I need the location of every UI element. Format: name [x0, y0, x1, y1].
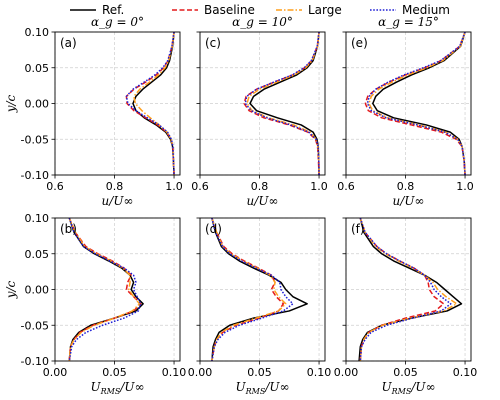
x-axis-label: u/U∞ — [393, 194, 425, 208]
x-tick-label: 0.8 — [397, 180, 415, 193]
x-tick-label: 1.0 — [165, 180, 183, 193]
panel-e: 0.6 0.8 1.0 (e) u/U∞ — [337, 31, 474, 208]
legend-label-1: Baseline — [204, 3, 255, 17]
y-tick-label: 0.10 — [25, 212, 50, 225]
panel-c: 0.6 0.8 1.0 (c) u/U∞ — [191, 31, 328, 208]
panel-label: (b) — [60, 222, 77, 236]
column-title-1: α_g = 10° — [232, 15, 293, 29]
column-title-0: α_g = 0° — [91, 15, 144, 29]
panel-f: 0.00 0.05 0.10 (f) URMS/U∞ — [334, 217, 478, 396]
column-titles: α_g = 0° α_g = 10° α_g = 15° — [91, 15, 439, 29]
panel-label: (f) — [351, 222, 365, 236]
x-tick-label: 0.10 — [162, 366, 187, 379]
series-line-baseline — [364, 32, 466, 175]
legend-label-3: Medium — [402, 3, 450, 17]
x-tick-label: 1.0 — [310, 180, 328, 193]
y-tick-label: 0.05 — [25, 62, 50, 75]
x-tick-label: 1.0 — [456, 180, 474, 193]
x-axis-label: u/U∞ — [102, 194, 134, 208]
x-tick-label: 0.00 — [334, 366, 359, 379]
panel-label: (d) — [205, 222, 222, 236]
panels: 0.6 0.8 1.0 -0.10 -0.05 0.00 0.05 0.10 (a) u/U∞ y/… — [4, 26, 477, 396]
series-line-medium — [359, 218, 452, 361]
x-tick-label: 0.8 — [106, 180, 124, 193]
legend-label-0: Ref. — [102, 3, 124, 17]
series-line-baseline — [359, 218, 445, 361]
x-tick-label: 0.10 — [307, 366, 332, 379]
y-axis-label: y/c — [4, 280, 18, 299]
series-line-medium — [366, 32, 466, 175]
panel-b: 0.00 0.05 0.10 -0.10 -0.05 0.00 0.05 0.10 (b) URM… — [4, 212, 186, 396]
y-tick-label: -0.10 — [21, 355, 49, 368]
x-axis-label: URMS/U∞ — [91, 380, 145, 396]
series-line-large — [133, 32, 175, 175]
series-line-ref — [358, 218, 463, 361]
series-line-medium — [125, 32, 175, 175]
y-tick-label: 0.10 — [25, 26, 50, 39]
y-tick-label: -0.10 — [21, 169, 49, 182]
x-tick-label: 0.10 — [453, 366, 478, 379]
y-tick-label: 0.05 — [25, 248, 50, 261]
x-tick-label: 0.6 — [337, 180, 355, 193]
panel-label: (c) — [205, 36, 221, 50]
x-axis-label: u/U∞ — [247, 194, 279, 208]
series-line-medium — [211, 218, 294, 361]
x-tick-label: 0.6 — [191, 180, 209, 193]
series-line-medium — [68, 218, 142, 361]
y-axis-label: y/c — [4, 94, 18, 113]
panel-label: (a) — [60, 36, 77, 50]
series-line-baseline — [211, 218, 285, 361]
panel-a: 0.6 0.8 1.0 -0.10 -0.05 0.00 0.05 0.10 (a) u/U∞ y/… — [4, 26, 183, 208]
x-tick-label: 0.00 — [43, 366, 68, 379]
y-tick-label: -0.05 — [21, 319, 49, 332]
y-tick-label: -0.05 — [21, 133, 49, 146]
y-tick-label: 0.00 — [25, 98, 50, 111]
y-tick-label: 0.00 — [25, 284, 50, 297]
panel-label: (e) — [351, 36, 368, 50]
x-axis-label: URMS/U∞ — [236, 380, 290, 396]
x-tick-label: 0.00 — [188, 366, 213, 379]
series-line-large — [68, 218, 141, 361]
x-tick-label: 0.6 — [46, 180, 64, 193]
series-line-large — [368, 32, 466, 175]
x-tick-label: 0.05 — [247, 366, 272, 379]
column-title-2: α_g = 15° — [378, 15, 439, 29]
panel-d: 0.00 0.05 0.10 (d) URMS/U∞ — [188, 217, 332, 396]
x-tick-label: 0.05 — [393, 366, 418, 379]
legend: Ref. Baseline Large Medium — [70, 3, 450, 17]
series-line-ref — [211, 218, 308, 361]
series-line-medium — [244, 32, 320, 175]
x-axis-label: URMS/U∞ — [382, 380, 436, 396]
x-tick-label: 0.8 — [251, 180, 269, 193]
x-tick-label: 0.05 — [102, 366, 127, 379]
legend-label-2: Large — [308, 3, 342, 17]
